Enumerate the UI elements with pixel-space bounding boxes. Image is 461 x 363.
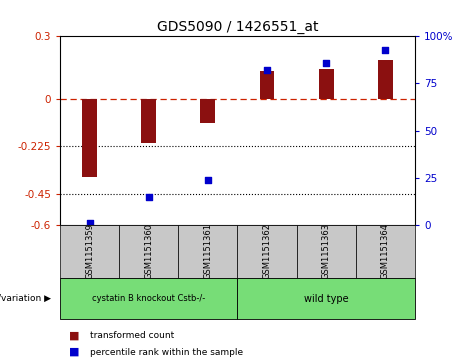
Text: GSM1151361: GSM1151361 [203,223,213,280]
Text: GSM1151362: GSM1151362 [262,223,272,280]
Point [145,194,152,200]
Text: GSM1151359: GSM1151359 [85,224,94,279]
Bar [296,225,356,278]
Text: GSM1151363: GSM1151363 [322,223,331,280]
Point [86,220,93,226]
Point [204,177,212,183]
Bar [356,225,415,278]
Bar [119,225,178,278]
Text: wild type: wild type [304,294,349,303]
Text: GSM1151360: GSM1151360 [144,223,153,280]
Bar [60,225,119,278]
Bar [260,71,274,99]
Text: genotype/variation ▶: genotype/variation ▶ [0,294,51,303]
Bar [60,278,237,319]
Point [263,68,271,73]
Text: percentile rank within the sample: percentile rank within the sample [90,348,243,356]
Bar [201,99,215,123]
Bar [178,225,237,278]
Text: ■: ■ [69,347,80,357]
Bar [141,99,156,143]
Point [322,60,330,66]
Text: ■: ■ [69,331,80,341]
Bar [237,225,296,278]
Point [382,46,389,52]
Bar [237,278,415,319]
Text: cystatin B knockout Cstb-/-: cystatin B knockout Cstb-/- [92,294,205,303]
Title: GDS5090 / 1426551_at: GDS5090 / 1426551_at [157,20,318,34]
Text: GSM1151364: GSM1151364 [381,223,390,280]
Bar [378,60,393,99]
Bar [82,99,97,177]
Text: transformed count: transformed count [90,331,174,340]
Bar [319,69,334,99]
